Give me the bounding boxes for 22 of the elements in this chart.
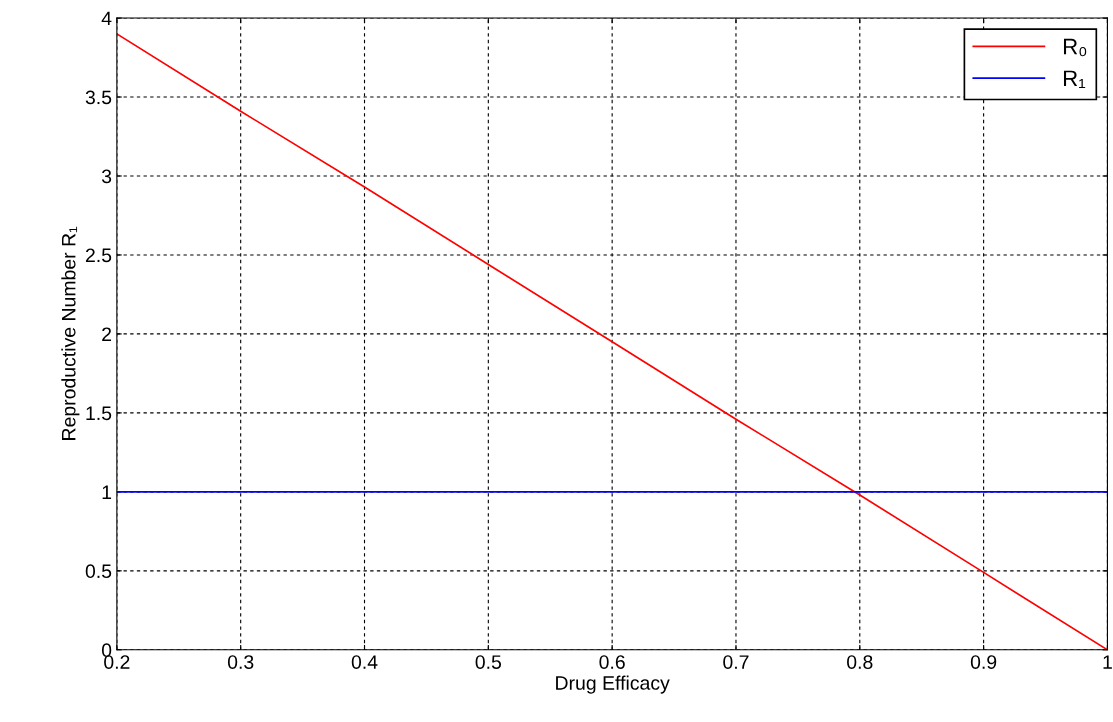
x-tick-label: 0.9 [970,655,997,669]
x-tick-label: 0.5 [475,655,502,669]
y-tick-label: 4 [101,11,112,26]
y-tick-label: 2 [102,327,112,341]
y-tick-label: 3.5 [85,90,112,105]
legend-label: R₁ [1063,70,1086,88]
y-tick-label: 3 [101,169,112,184]
x-tick-label: 0.7 [723,655,749,669]
y-tick-label: 1.5 [86,406,112,421]
x-tick-label: 0.4 [351,655,378,669]
y-tick-label: 0 [101,643,112,658]
legend-label: R₀ [1063,38,1087,57]
y-tick-label: 0.5 [85,564,112,579]
x-axis-title: Drug Efficacy [556,675,670,694]
x-tick-label: 0.3 [227,655,254,669]
x-tick-label: 0.6 [599,655,625,669]
y-tick-label: 2.5 [85,248,112,263]
y-axis-title: Reproductive Number R₁ [61,226,80,440]
x-tick-label: 0.8 [847,655,873,669]
x-tick-label: 0.2 [104,655,130,669]
y-tick-label: 1 [102,485,112,499]
x-tick-label: 1 [1103,655,1112,669]
